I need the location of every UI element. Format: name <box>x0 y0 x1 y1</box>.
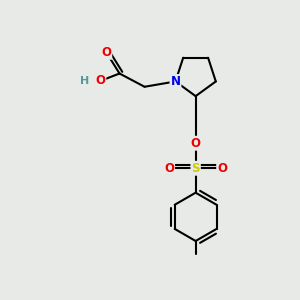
Text: S: S <box>191 162 200 175</box>
Text: O: O <box>95 74 105 87</box>
Text: O: O <box>190 137 201 150</box>
Text: N: N <box>170 75 181 88</box>
Text: O: O <box>164 162 174 175</box>
Text: O: O <box>217 162 227 175</box>
Text: O: O <box>101 46 111 59</box>
Text: H: H <box>80 76 90 86</box>
